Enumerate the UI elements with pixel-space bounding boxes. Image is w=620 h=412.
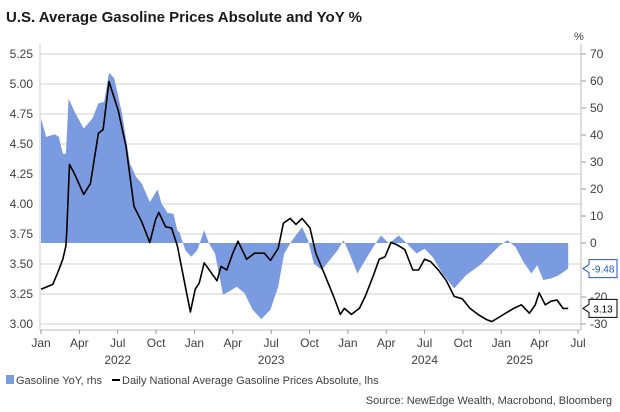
right-axis-unit: % <box>574 31 584 43</box>
x-axis-year-label: 2025 <box>506 353 533 367</box>
x-axis-month-label: Apr <box>530 336 549 350</box>
left-axis-tick-label: 3.00 <box>10 317 34 331</box>
x-axis-month-label: Jan <box>185 336 204 350</box>
x-axis-month-label: Apr <box>223 336 242 350</box>
x-axis-month-label: Oct <box>454 336 473 350</box>
left-axis-tick-label: 4.75 <box>10 107 34 121</box>
right-axis-tick-label: 0 <box>590 236 597 250</box>
legend-label-yoy: Gasoline YoY, rhs <box>16 375 103 387</box>
yoy-last-value-box <box>582 259 618 279</box>
x-axis-month-label: Jul <box>110 336 125 350</box>
x-axis-month-label: Oct <box>300 336 319 350</box>
yoy-area <box>41 72 569 320</box>
left-axis-tick-label: 4.50 <box>10 137 34 151</box>
price-line <box>40 80 569 323</box>
x-axis-month-label: Oct <box>147 336 166 350</box>
price-last-value-box <box>582 298 618 318</box>
source-note: Source: NewEdge Wealth, Macrobond, Bloom… <box>366 395 612 407</box>
x-axis-month-label: Apr <box>377 336 396 350</box>
x-axis-month-label: Apr <box>70 336 89 350</box>
left-axis-tick-label: 4.25 <box>10 167 34 181</box>
legend-swatch-yoy <box>6 375 14 384</box>
price-last-value-label: 3.13 <box>593 304 613 315</box>
right-axis-tick-label: 50 <box>590 101 604 115</box>
left-axis-tick-label: 4.00 <box>10 197 34 211</box>
right-axis-tick-label: 70 <box>590 47 604 61</box>
yoy-last-value-label: -9.48 <box>592 265 615 276</box>
right-axis-tick-label: -30 <box>590 317 608 331</box>
x-axis-year-label: 2023 <box>258 353 285 367</box>
legend: Gasoline YoY, rhs Daily National Average… <box>6 375 379 387</box>
x-axis-month-label: Jul <box>263 336 278 350</box>
left-axis-tick-label: 3.50 <box>10 257 34 271</box>
left-axis-tick-label: 3.75 <box>10 227 34 241</box>
right-axis-tick-label: 30 <box>590 155 604 169</box>
x-axis-month-label: Jul <box>417 336 432 350</box>
legend-label-price: Daily National Average Gasoline Prices A… <box>122 375 379 387</box>
right-axis-tick-label: 20 <box>590 182 604 196</box>
last-value-callouts: -9.48 3.13 <box>582 259 618 318</box>
price-line-series <box>40 80 569 323</box>
left-axis-tick-label: 5.00 <box>10 77 34 91</box>
left-axis-tick-label: 3.25 <box>10 287 34 301</box>
x-axis-month-label: Jan <box>31 336 50 350</box>
chart-title: U.S. Average Gasoline Prices Absolute an… <box>6 9 362 26</box>
right-axis-tick-label: 40 <box>590 128 604 142</box>
x-axis-month-label: Jan <box>338 336 357 350</box>
left-axis-tick-label: 5.25 <box>10 47 34 61</box>
axes: 5.25 5.00 4.75 4.50 4.25 4.00 3.75 3.50 3.25 3.00… <box>10 44 608 367</box>
x-axis-month-label: Jul <box>570 336 585 350</box>
x-axis-month-label: Jan <box>492 336 511 350</box>
right-axis-tick-label: 60 <box>590 74 604 88</box>
yoy-area-series <box>41 72 569 320</box>
x-axis-year-label: 2024 <box>411 353 438 367</box>
x-axis-year-label: 2022 <box>104 353 131 367</box>
right-axis-tick-label: 10 <box>590 209 604 223</box>
